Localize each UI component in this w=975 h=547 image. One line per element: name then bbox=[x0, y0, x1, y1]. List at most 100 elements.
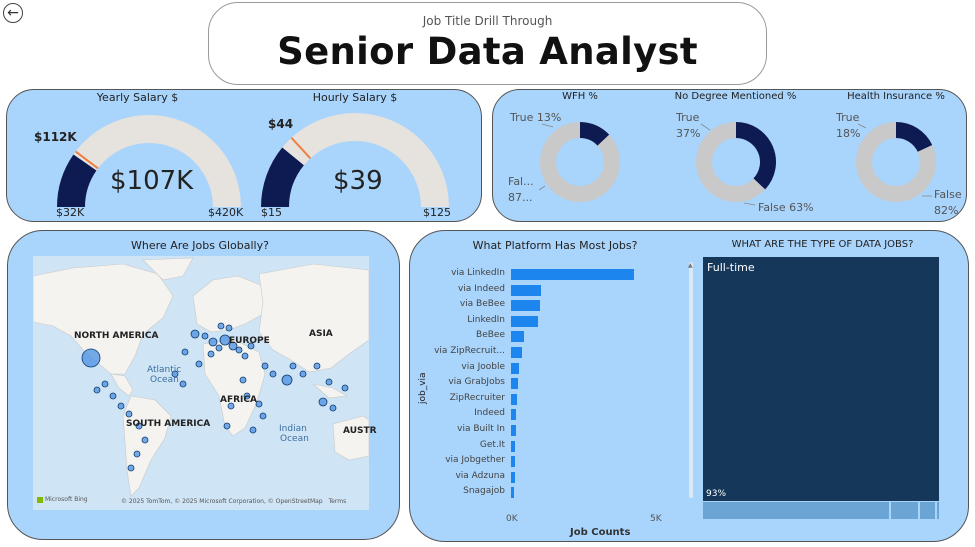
map-label-africa: AFRICA bbox=[220, 395, 257, 405]
job-bubble bbox=[235, 346, 243, 354]
bar-label: ZipRecruiter bbox=[449, 392, 505, 403]
map-attribution: © 2025 TomTom, © 2025 Microsoft Corporat… bbox=[121, 498, 346, 505]
job-bubble bbox=[299, 370, 307, 378]
platform-bar[interactable] bbox=[511, 284, 542, 296]
platform-bar[interactable] bbox=[511, 362, 519, 374]
x-tick-1: 5K bbox=[650, 514, 662, 524]
yearly-salary-gauge bbox=[57, 115, 241, 208]
job-bubble bbox=[243, 392, 251, 400]
job-bubble bbox=[117, 402, 125, 410]
job-bubble bbox=[227, 402, 235, 410]
platform-bar[interactable] bbox=[511, 331, 524, 343]
bar-label: BeBee bbox=[476, 330, 505, 341]
hourly-max-label: $125 bbox=[423, 206, 451, 219]
platform-bar[interactable] bbox=[511, 378, 518, 390]
map-label-indian-ocean: Ocean bbox=[280, 434, 309, 444]
back-arrow-icon[interactable]: ← bbox=[3, 3, 23, 23]
job-bubble bbox=[259, 412, 267, 420]
job-bubble bbox=[341, 384, 349, 392]
platform-bar[interactable] bbox=[511, 393, 517, 405]
platform-bar[interactable] bbox=[511, 471, 515, 483]
treemap-cell-2[interactable] bbox=[703, 502, 889, 519]
wfh-false-pct: 87... bbox=[508, 191, 533, 204]
job-bubble bbox=[247, 342, 255, 350]
map-label-atlantic: Atlantic bbox=[147, 365, 182, 375]
platform-bar[interactable] bbox=[511, 440, 516, 452]
health-false-pct: 82% bbox=[934, 204, 959, 217]
job-bubble bbox=[201, 332, 209, 340]
no-degree-true-label: True bbox=[676, 111, 700, 124]
donut-true-slice bbox=[735, 122, 776, 190]
job-bubble bbox=[223, 422, 231, 430]
job-bubble bbox=[249, 426, 257, 434]
bar-label: via ZipRecruit... bbox=[434, 346, 505, 356]
yearly-salary-title: Yearly Salary $ bbox=[96, 91, 179, 104]
treemap-cell-5[interactable] bbox=[937, 502, 939, 519]
hourly-salary-gauge bbox=[261, 113, 449, 208]
scroll-up-icon[interactable]: ▲ bbox=[688, 262, 693, 269]
bar-label: via Built In bbox=[457, 424, 505, 434]
job-bubble bbox=[190, 329, 200, 339]
bar-label: via Jobgether bbox=[445, 455, 505, 466]
treemap-full-time[interactable]: Full-time 93% bbox=[703, 257, 939, 501]
hourly-salary-title: Hourly Salary $ bbox=[312, 91, 398, 104]
drill-through-subtitle: Job Title Drill Through bbox=[422, 14, 553, 28]
map-label-australia: AUSTR bbox=[343, 426, 377, 436]
job-bubble bbox=[241, 352, 249, 360]
x-tick-0: 0K bbox=[506, 514, 518, 524]
platform-bar[interactable] bbox=[511, 409, 517, 421]
platform-bar[interactable] bbox=[511, 300, 540, 312]
platform-bar[interactable] bbox=[511, 347, 522, 358]
yearly-min-label: $32K bbox=[56, 206, 85, 219]
job-bubble bbox=[261, 362, 269, 370]
job-bubble bbox=[81, 348, 101, 368]
bing-brand-label: Microsoft Bing bbox=[45, 496, 88, 503]
gauge-target-marker bbox=[290, 137, 312, 160]
platform-scrollbar[interactable] bbox=[689, 262, 693, 498]
bar-label: via LinkedIn bbox=[451, 268, 505, 278]
treemap-cell-3[interactable] bbox=[891, 502, 918, 519]
platform-bar[interactable] bbox=[511, 425, 516, 436]
job-bubble bbox=[313, 362, 321, 370]
job-bubble bbox=[181, 348, 189, 356]
job-bubble bbox=[255, 400, 263, 408]
platform-bar[interactable] bbox=[511, 315, 539, 327]
platform-bar[interactable] bbox=[511, 487, 515, 499]
job-bubble bbox=[208, 337, 218, 347]
wfh-false-label: Fal... bbox=[508, 175, 534, 188]
hourly-value-label: $39 bbox=[333, 166, 383, 196]
map-terms-link[interactable]: Terms bbox=[328, 498, 347, 505]
platform-bar[interactable] bbox=[511, 456, 515, 468]
world-map[interactable] bbox=[33, 256, 369, 510]
no-degree-true-pct: 37% bbox=[676, 127, 701, 140]
job-bubble bbox=[228, 341, 238, 351]
job-bubble bbox=[207, 350, 215, 358]
job-bubble bbox=[239, 376, 247, 384]
bing-logo: Microsoft Bing bbox=[37, 496, 88, 503]
job-bubble bbox=[269, 370, 277, 378]
job-bubble bbox=[179, 380, 187, 388]
platform-bar[interactable] bbox=[511, 269, 634, 280]
bar-label: via Jooble bbox=[461, 361, 505, 372]
health-true-label: True bbox=[836, 111, 860, 124]
map-label-europe: EUROPE bbox=[229, 336, 270, 346]
job-bubble bbox=[125, 410, 133, 418]
job-bubble bbox=[325, 378, 333, 386]
gauge-value-arc bbox=[261, 147, 305, 208]
yearly-target-label: $112K bbox=[34, 130, 77, 144]
map-label-indian: Indian bbox=[279, 424, 307, 434]
donut-true-slice bbox=[895, 122, 933, 153]
job-bubble bbox=[289, 362, 297, 370]
bar-label: via GrabJobs bbox=[448, 377, 505, 388]
no-degree-title: No Degree Mentioned % bbox=[674, 91, 797, 102]
treemap-cell-4[interactable] bbox=[920, 502, 935, 519]
gauge-value-arc bbox=[57, 154, 97, 208]
map-attribution-text: © 2025 TomTom, © 2025 Microsoft Corporat… bbox=[121, 498, 323, 505]
job-bubble bbox=[217, 322, 225, 330]
job-bubble bbox=[101, 380, 109, 388]
hourly-min-label: $15 bbox=[261, 206, 282, 219]
health-false-label: False bbox=[934, 188, 962, 201]
microsoft-logo-icon bbox=[37, 496, 43, 503]
